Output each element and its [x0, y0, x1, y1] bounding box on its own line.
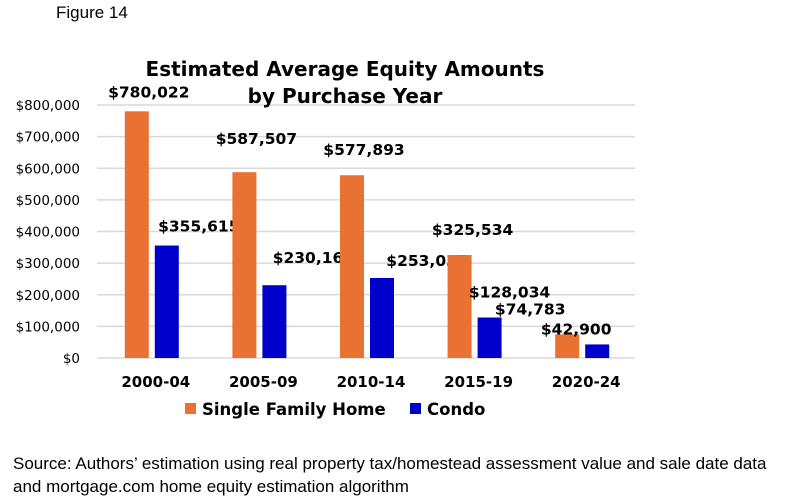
data-label: $355,615 [158, 218, 239, 236]
x-tick-label: 2005-09 [229, 373, 298, 391]
bar-single-family [124, 111, 149, 358]
bar-single-family [232, 172, 257, 358]
y-tick-label: $500,000 [16, 193, 80, 209]
chart-title: Estimated Average Equity Amounts [146, 57, 545, 81]
data-label: $42,900 [541, 320, 612, 338]
legend-swatch [410, 403, 421, 414]
x-tick-label: 2000-04 [121, 373, 190, 391]
y-tick-label: $300,000 [16, 256, 80, 272]
y-tick-label: $800,000 [16, 98, 80, 114]
data-label: $74,783 [495, 300, 566, 318]
bar-condo [262, 285, 287, 358]
data-label: $780,022 [108, 83, 189, 101]
y-tick-label: $700,000 [16, 130, 80, 146]
data-label: $128,034 [469, 284, 551, 302]
x-tick-label: 2020-24 [552, 373, 621, 391]
bar-single-family [555, 334, 580, 358]
y-tick-label: $400,000 [16, 225, 80, 241]
chart-title: by Purchase Year [248, 84, 443, 108]
data-label: $253,035 [386, 252, 467, 270]
bar-single-family [340, 175, 364, 358]
data-label: $577,893 [323, 141, 404, 159]
y-tick-label: $600,000 [16, 161, 80, 177]
bar-condo [477, 317, 502, 358]
data-label: $587,507 [216, 130, 297, 148]
x-tick-label: 2015-19 [444, 373, 513, 391]
y-tick-label: $0 [63, 351, 80, 367]
data-label: $230,165 [273, 249, 354, 267]
legend-label: Single Family Home [202, 400, 386, 419]
figure-label: Figure 14 [56, 3, 128, 22]
bar-single-family [447, 255, 472, 358]
legend-label: Condo [427, 400, 485, 419]
y-tick-label: $200,000 [16, 288, 80, 304]
bar-condo [154, 245, 179, 358]
legend-swatch [185, 403, 196, 414]
bar-condo [585, 344, 610, 358]
source-note: Source: Authors’ estimation using real p… [13, 454, 767, 496]
data-label: $325,534 [432, 221, 514, 239]
y-tick-label: $100,000 [16, 319, 80, 335]
bar-condo [370, 277, 394, 358]
x-tick-label: 2010-14 [337, 373, 406, 391]
